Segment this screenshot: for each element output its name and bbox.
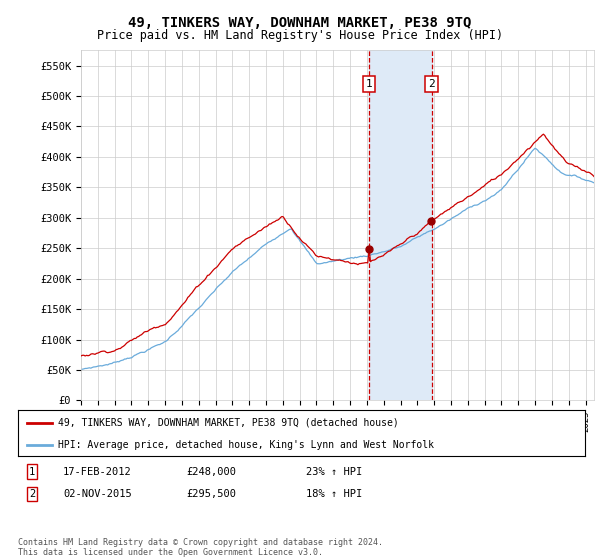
Text: 17-FEB-2012: 17-FEB-2012 xyxy=(63,466,132,477)
Text: 49, TINKERS WAY, DOWNHAM MARKET, PE38 9TQ: 49, TINKERS WAY, DOWNHAM MARKET, PE38 9T… xyxy=(128,16,472,30)
Text: 1: 1 xyxy=(365,79,373,89)
Text: Price paid vs. HM Land Registry's House Price Index (HPI): Price paid vs. HM Land Registry's House … xyxy=(97,29,503,42)
Text: 23% ↑ HPI: 23% ↑ HPI xyxy=(306,466,362,477)
Text: 2: 2 xyxy=(428,79,435,89)
Text: HPI: Average price, detached house, King's Lynn and West Norfolk: HPI: Average price, detached house, King… xyxy=(58,440,434,450)
Text: 18% ↑ HPI: 18% ↑ HPI xyxy=(306,489,362,499)
Text: 2: 2 xyxy=(29,489,35,499)
Text: 02-NOV-2015: 02-NOV-2015 xyxy=(63,489,132,499)
Text: £248,000: £248,000 xyxy=(186,466,236,477)
Text: £295,500: £295,500 xyxy=(186,489,236,499)
Text: Contains HM Land Registry data © Crown copyright and database right 2024.
This d: Contains HM Land Registry data © Crown c… xyxy=(18,538,383,557)
Bar xyxy=(369,50,431,400)
Text: 1: 1 xyxy=(29,466,35,477)
Text: 49, TINKERS WAY, DOWNHAM MARKET, PE38 9TQ (detached house): 49, TINKERS WAY, DOWNHAM MARKET, PE38 9T… xyxy=(58,418,398,428)
